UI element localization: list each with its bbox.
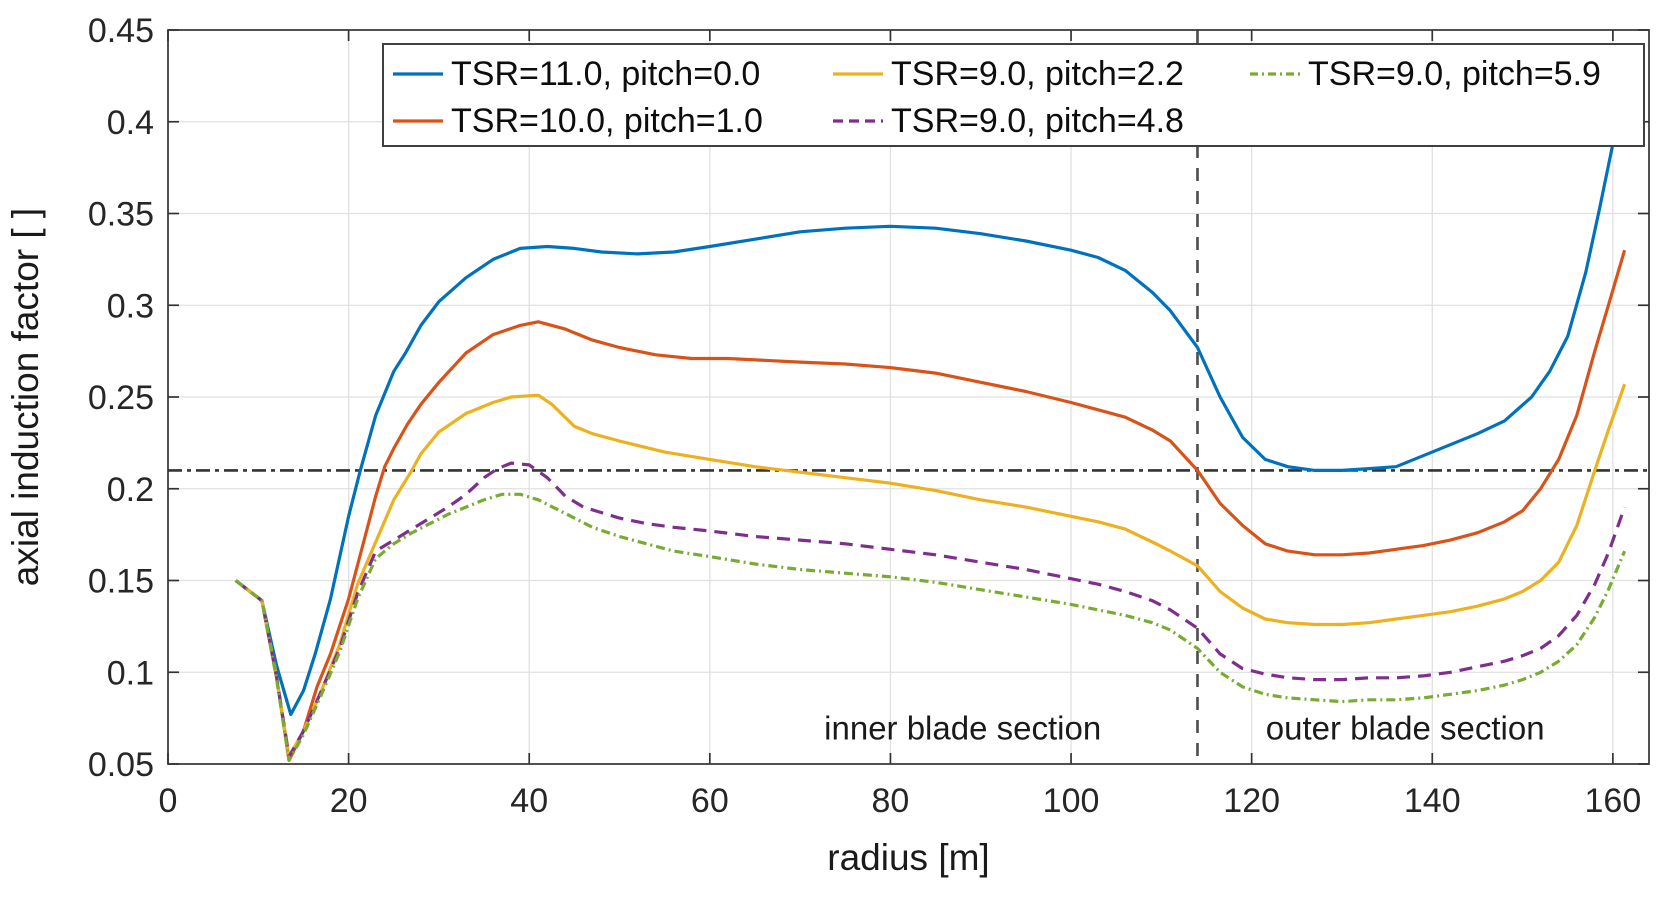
legend-label: TSR=9.0, pitch=2.2 [891,55,1184,93]
y-tick-label: 0.15 [88,563,154,601]
legend-line-sample [393,119,443,123]
legend-line-sample [1250,72,1300,76]
legend-line-sample [833,72,883,76]
legend-line-sample [833,119,883,123]
legend: TSR=11.0, pitch=0.0 TSR=10.0, pitch=1.0 … [382,43,1645,147]
x-tick-label: 20 [330,782,368,820]
y-tick-label: 0.05 [88,746,154,784]
legend-item: TSR=9.0, pitch=5.9 [1249,52,1601,96]
legend-label: TSR=11.0, pitch=0.0 [451,55,761,93]
y-tick-label: 0.4 [107,104,154,142]
y-tick-label: 0.35 [88,196,154,234]
series-line-3 [234,461,1627,759]
series-line-2 [234,383,1627,759]
legend-item: TSR=9.0, pitch=4.8 [832,99,1184,143]
x-tick-label: 60 [691,782,729,820]
legend-item: TSR=9.0, pitch=2.2 [832,52,1184,96]
x-tick-label: 120 [1223,782,1280,820]
legend-label: TSR=9.0, pitch=5.9 [1308,55,1601,93]
series-line-1 [234,249,1627,762]
annotation-text: inner blade section [824,709,1101,746]
legend-label: TSR=10.0, pitch=1.0 [451,102,763,140]
y-tick-label: 0.1 [107,654,154,692]
x-tick-label: 80 [872,782,910,820]
legend-item: TSR=11.0, pitch=0.0 [392,52,760,96]
x-tick-label: 0 [159,782,178,820]
y-axis-label: axial induction factor [ ] [5,208,46,586]
annotation-text: outer blade section [1266,709,1545,746]
y-tick-label: 0.45 [88,12,154,50]
x-tick-label: 140 [1404,782,1461,820]
legend-item: TSR=10.0, pitch=1.0 [392,99,763,143]
legend-label: TSR=9.0, pitch=4.8 [891,102,1184,140]
x-axis-label: radius [m] [827,837,989,878]
x-tick-label: 40 [510,782,548,820]
legend-line-sample [393,72,443,76]
x-tick-label: 100 [1043,782,1100,820]
series-line-0 [234,75,1627,717]
y-tick-label: 0.3 [107,287,154,325]
y-tick-label: 0.2 [107,471,154,509]
series-line-4 [234,492,1627,762]
x-tick-label: 160 [1585,782,1642,820]
y-tick-label: 0.25 [88,379,154,417]
